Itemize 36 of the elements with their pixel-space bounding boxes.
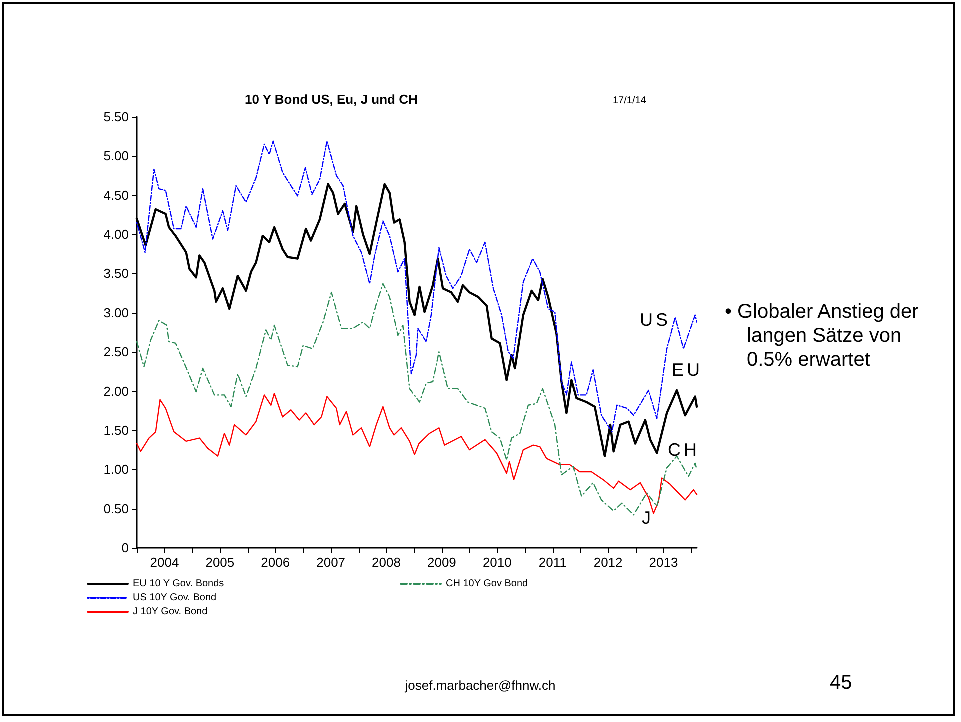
y-tick-label: 2.50: [104, 344, 129, 360]
x-tick-label: 2006: [261, 555, 290, 570]
x-tick-label: 2008: [372, 555, 401, 570]
text: • Globaler Anstieg der langen Sätze von 0.5% erwartet: [725, 300, 920, 372]
x-tick-label: 2009: [427, 555, 456, 570]
legend-label: CH 10Y Gov Bond: [446, 578, 528, 590]
x-tick-label: 2004: [150, 555, 180, 570]
chart-subtitle: 17/1/14: [613, 96, 647, 106]
legend-label: EU 10 Y Gov. Bonds: [133, 578, 224, 590]
y-tick-label: 3.00: [104, 305, 129, 320]
chart-title: 10 Y Bond US, Eu, J und CH: [245, 92, 418, 107]
text: josef.marbacher@fhnw.ch: [405, 678, 556, 693]
annotation: CH: [668, 440, 700, 461]
x-tick-label: 2011: [538, 555, 567, 570]
annotation: J: [642, 508, 654, 529]
legend-label: J 10Y Gov. Bond: [133, 606, 208, 618]
line-series: [136, 140, 698, 433]
x-tick-label: 2012: [594, 555, 623, 570]
y-tick-label: 4.50: [104, 188, 129, 203]
y-tick-label: 5.00: [104, 148, 129, 164]
y-tick-label: 5.50: [104, 110, 129, 124]
y-tick-label: 0.50: [104, 501, 129, 516]
y-tick-label: 4.00: [104, 227, 129, 242]
annotation: EU: [672, 360, 704, 381]
y-tick-label: 1.00: [104, 462, 129, 478]
y-tick-label: 2.00: [104, 384, 129, 399]
legend-label: US 10Y Gov. Bond: [133, 592, 217, 604]
text: 45: [830, 672, 852, 695]
x-tick-label: 2007: [316, 555, 346, 570]
annotation: US: [640, 310, 672, 331]
y-tick-label: 0: [122, 540, 129, 556]
x-tick-label: 2005: [206, 555, 235, 570]
x-tick-label: 2010: [482, 555, 512, 570]
y-tick-label: 3.50: [104, 266, 129, 282]
y-tick-label: 1.50: [104, 422, 129, 438]
x-tick-label: 2013: [649, 555, 678, 570]
